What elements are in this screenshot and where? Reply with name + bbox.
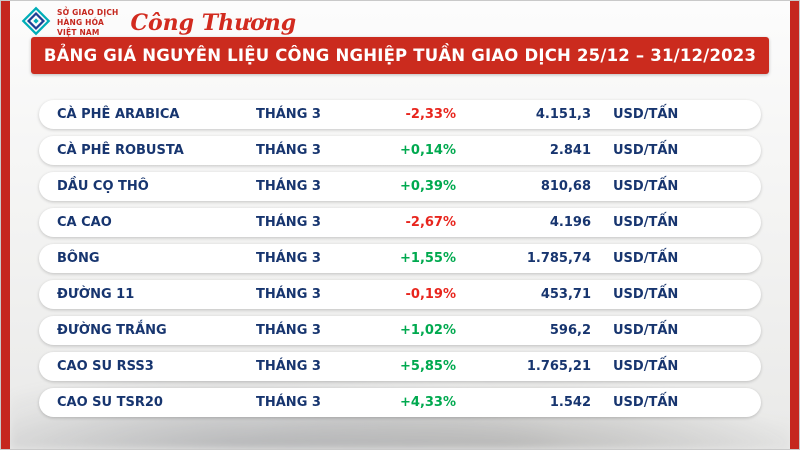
table-row: CA CAO THÁNG 3 -2,67% 4.196 USD/TẤN xyxy=(39,208,761,237)
price-unit: USD/TẤN xyxy=(613,323,679,338)
contract-month: THÁNG 3 xyxy=(256,215,321,230)
left-red-bar xyxy=(1,1,10,449)
price-unit: USD/TẤN xyxy=(613,395,679,410)
table-row: BÔNG THÁNG 3 +1,55% 1.785,74 USD/TẤN xyxy=(39,244,761,273)
contract-month: THÁNG 3 xyxy=(256,107,321,122)
commodity-name: CA CAO xyxy=(57,215,112,230)
price-value: 1.785,74 xyxy=(526,251,591,266)
table-row: CAO SU TSR20 THÁNG 3 +4,33% 1.542 USD/TẤ… xyxy=(39,388,761,417)
price-unit: USD/TẤN xyxy=(613,107,679,122)
commodity-name: ĐƯỜNG TRẮNG xyxy=(57,323,167,338)
mxv-diamond-icon xyxy=(21,6,51,40)
change-percent: +0,14% xyxy=(400,143,456,158)
price-unit: USD/TẤN xyxy=(613,215,679,230)
price-value: 1.542 xyxy=(549,395,591,410)
contract-month: THÁNG 3 xyxy=(256,251,321,266)
table-row: DẦU CỌ THÔ THÁNG 3 +0,39% 810,68 USD/TẤN xyxy=(39,172,761,201)
commodity-name: CÀ PHÊ ROBUSTA xyxy=(57,143,184,158)
contract-month: THÁNG 3 xyxy=(256,287,321,302)
price-value: 810,68 xyxy=(540,179,591,194)
price-unit: USD/TẤN xyxy=(613,179,679,194)
contract-month: THÁNG 3 xyxy=(256,395,321,410)
price-unit: USD/TẤN xyxy=(613,287,679,302)
contract-month: THÁNG 3 xyxy=(256,359,321,374)
mxv-logo-text: SỞ GIAO DỊCH HÀNG HÓA VIỆT NAM xyxy=(57,8,119,37)
right-red-bar xyxy=(790,1,799,449)
table-row: CÀ PHÊ ROBUSTA THÁNG 3 +0,14% 2.841 USD/… xyxy=(39,136,761,165)
change-percent: -0,19% xyxy=(405,287,457,302)
price-value: 2.841 xyxy=(549,143,591,158)
commodity-name: CÀ PHÊ ARABICA xyxy=(57,107,180,122)
contract-month: THÁNG 3 xyxy=(256,179,321,194)
banner-title: BẢNG GIÁ NGUYÊN LIỆU CÔNG NGHIỆP TUẦN GI… xyxy=(31,37,769,74)
table-row: ĐƯỜNG 11 THÁNG 3 -0,19% 453,71 USD/TẤN xyxy=(39,280,761,309)
contract-month: THÁNG 3 xyxy=(256,323,321,338)
mxv-logo-line: VIỆT NAM xyxy=(57,27,100,37)
mxv-logo: SỞ GIAO DỊCH HÀNG HÓA VIỆT NAM xyxy=(21,6,119,40)
price-unit: USD/TẤN xyxy=(613,143,679,158)
table-row: CÀ PHÊ ARABICA THÁNG 3 -2,33% 4.151,3 US… xyxy=(39,100,761,129)
change-percent: +4,33% xyxy=(400,395,456,410)
price-table: CÀ PHÊ ARABICA THÁNG 3 -2,33% 4.151,3 US… xyxy=(39,100,761,424)
price-value: 4.196 xyxy=(549,215,591,230)
commodity-name: BÔNG xyxy=(57,251,100,266)
price-value: 4.151,3 xyxy=(535,107,591,122)
change-percent: -2,67% xyxy=(405,215,457,230)
congthuong-logo: Công Thương xyxy=(130,10,297,36)
commodity-name: CAO SU TSR20 xyxy=(57,395,163,410)
change-percent: +1,02% xyxy=(400,323,456,338)
header-logos: SỞ GIAO DỊCH HÀNG HÓA VIỆT NAM Công Thươ… xyxy=(21,6,296,40)
mxv-logo-line: HÀNG HÓA xyxy=(57,18,104,28)
change-percent: -2,33% xyxy=(405,107,457,122)
commodity-name: ĐƯỜNG 11 xyxy=(57,287,135,302)
price-unit: USD/TẤN xyxy=(613,359,679,374)
price-value: 1.765,21 xyxy=(526,359,591,374)
commodity-name: CAO SU RSS3 xyxy=(57,359,154,374)
contract-month: THÁNG 3 xyxy=(256,143,321,158)
change-percent: +0,39% xyxy=(400,179,456,194)
table-row: ĐƯỜNG TRẮNG THÁNG 3 +1,02% 596,2 USD/TẤN xyxy=(39,316,761,345)
change-percent: +1,55% xyxy=(400,251,456,266)
commodity-name: DẦU CỌ THÔ xyxy=(57,179,149,194)
price-value: 596,2 xyxy=(549,323,591,338)
change-percent: +5,85% xyxy=(400,359,456,374)
mxv-logo-line: SỞ GIAO DỊCH xyxy=(57,8,119,18)
price-unit: USD/TẤN xyxy=(613,251,679,266)
table-row: CAO SU RSS3 THÁNG 3 +5,85% 1.765,21 USD/… xyxy=(39,352,761,381)
price-value: 453,71 xyxy=(540,287,591,302)
